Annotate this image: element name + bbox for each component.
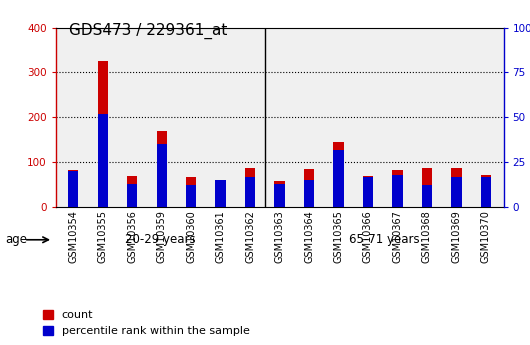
Bar: [68, 171, 78, 207]
Bar: [156, 144, 167, 207]
Bar: [275, 181, 285, 207]
Bar: [363, 176, 373, 207]
Bar: [363, 177, 373, 207]
Bar: [216, 180, 226, 207]
Bar: [98, 61, 108, 207]
Bar: [392, 170, 403, 207]
Bar: [68, 170, 78, 207]
Bar: [451, 177, 462, 207]
Bar: [392, 175, 403, 207]
Bar: [304, 169, 314, 207]
Text: age: age: [5, 233, 28, 246]
Bar: [275, 184, 285, 207]
Bar: [127, 176, 137, 207]
Bar: [245, 177, 255, 207]
Bar: [245, 168, 255, 207]
Text: 65-71 years: 65-71 years: [349, 233, 419, 246]
Bar: [186, 186, 196, 207]
Bar: [127, 184, 137, 207]
Bar: [156, 131, 167, 207]
Bar: [333, 142, 343, 207]
Legend: count, percentile rank within the sample: count, percentile rank within the sample: [42, 309, 250, 336]
Bar: [451, 168, 462, 207]
Bar: [216, 180, 226, 207]
Bar: [333, 150, 343, 207]
Bar: [98, 114, 108, 207]
Bar: [304, 180, 314, 207]
Bar: [422, 186, 432, 207]
Bar: [481, 177, 491, 207]
Text: GDS473 / 229361_at: GDS473 / 229361_at: [69, 22, 227, 39]
Bar: [481, 175, 491, 207]
Text: 20-29 years: 20-29 years: [125, 233, 196, 246]
Bar: [186, 177, 196, 207]
Bar: [422, 168, 432, 207]
